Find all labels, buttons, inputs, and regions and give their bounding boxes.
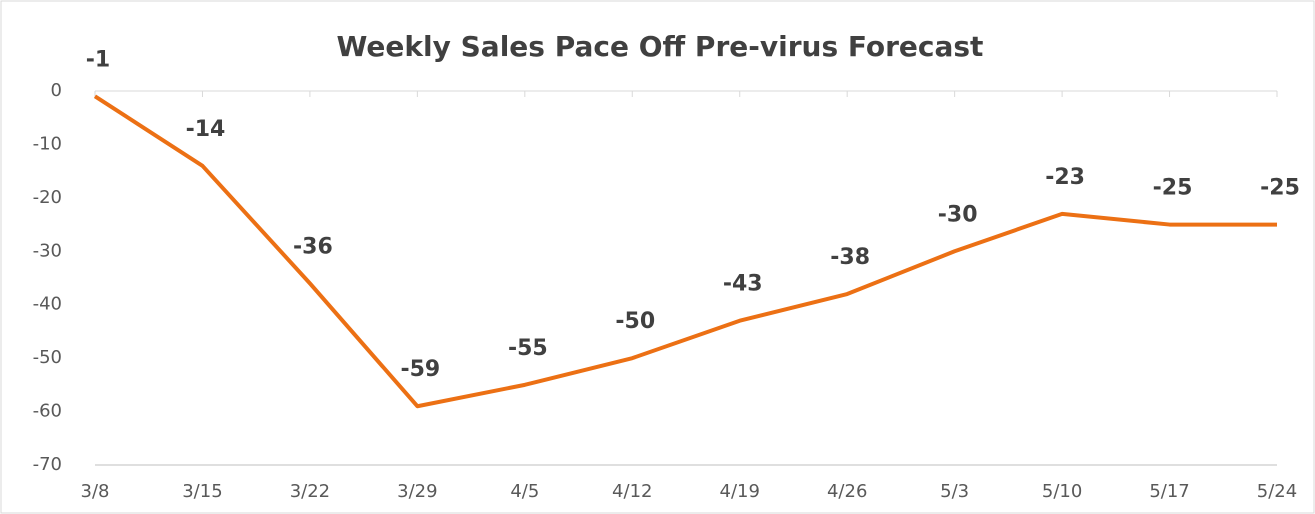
y-tick-label: -10: [33, 133, 62, 154]
y-tick-label: -20: [33, 187, 62, 208]
x-tick-label: 4/26: [827, 481, 867, 502]
data-line: [93, 94, 1277, 409]
x-tick-label: 4/19: [720, 481, 760, 502]
data-label: -14: [186, 117, 226, 142]
x-tick-label: 4/5: [510, 481, 539, 502]
y-tick-label: -60: [33, 401, 62, 422]
y-tick-label: -40: [33, 294, 62, 315]
y-tick-label: -70: [33, 454, 62, 475]
x-tick-label: 3/22: [290, 481, 330, 502]
x-tick-label: 5/24: [1257, 481, 1297, 502]
chart-title: Weekly Sales Pace Off Pre-virus Forecast: [337, 30, 984, 63]
y-tick-label: -30: [33, 240, 62, 261]
x-tick-label: 5/10: [1042, 481, 1082, 502]
data-label: -55: [508, 336, 548, 361]
x-tick-label: 5/17: [1149, 481, 1189, 502]
x-tick-label: 5/3: [940, 481, 969, 502]
x-tick-label: 3/15: [182, 481, 222, 502]
data-label: -36: [293, 234, 333, 259]
data-label: -23: [1045, 165, 1085, 190]
y-tick-label: 0: [51, 80, 62, 101]
x-tick-label: 4/12: [612, 481, 652, 502]
x-tick-label: 3/29: [397, 481, 437, 502]
data-label: -43: [723, 272, 763, 297]
data-label: -30: [938, 202, 978, 227]
data-label: -25: [1260, 176, 1300, 201]
x-tick-label: 3/8: [81, 481, 110, 502]
data-label: -50: [615, 309, 655, 334]
data-label: -1: [86, 47, 110, 72]
data-label: -25: [1153, 176, 1193, 201]
y-tick-label: -50: [33, 347, 62, 368]
data-label: -59: [400, 357, 440, 382]
data-label: -38: [830, 245, 870, 270]
